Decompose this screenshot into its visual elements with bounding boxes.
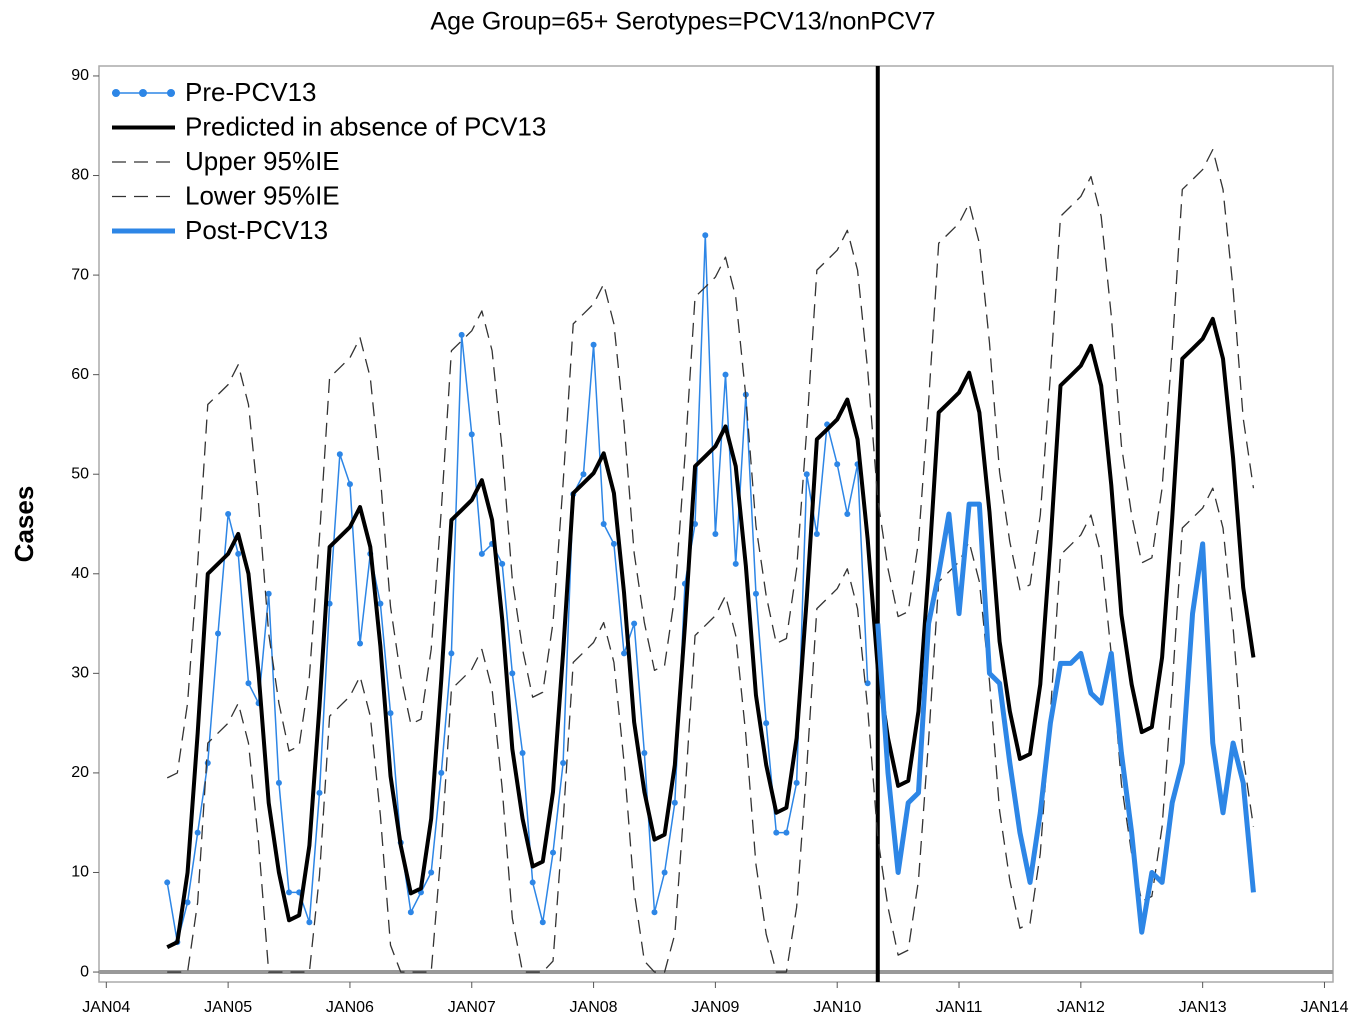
series-marker xyxy=(357,640,364,647)
series-marker xyxy=(732,560,739,567)
series-marker xyxy=(448,650,455,657)
series-marker xyxy=(671,799,678,806)
series-line xyxy=(166,316,1256,949)
series-marker xyxy=(692,521,699,527)
legend-label: Post-PCV13 xyxy=(185,215,328,245)
series-line xyxy=(875,501,1256,935)
legend-marker xyxy=(112,89,120,97)
series-marker xyxy=(519,750,526,756)
y-tick-label: 90 xyxy=(71,67,89,84)
x-tick-label: JAN05 xyxy=(204,999,252,1016)
series-marker xyxy=(225,511,232,518)
series-marker xyxy=(286,889,293,896)
series-marker xyxy=(600,521,607,527)
series-marker xyxy=(529,879,536,886)
series-marker xyxy=(590,341,597,348)
series-marker xyxy=(407,909,414,916)
series-marker xyxy=(377,600,384,607)
series-marker xyxy=(458,331,465,338)
series-marker xyxy=(245,680,252,687)
x-tick-label: JAN13 xyxy=(1179,999,1227,1016)
y-tick-label: 10 xyxy=(71,864,89,881)
y-tick-label: 20 xyxy=(71,764,89,781)
x-tick-label: JAN08 xyxy=(570,999,618,1016)
series-marker xyxy=(763,720,770,727)
y-tick-label: 70 xyxy=(71,266,89,283)
series-marker xyxy=(336,451,343,458)
series-marker xyxy=(387,710,394,717)
series-line xyxy=(166,234,869,943)
x-tick-label: JAN10 xyxy=(813,999,861,1016)
series-marker xyxy=(428,869,435,876)
series-marker xyxy=(631,620,638,627)
series-marker xyxy=(265,590,272,597)
series-marker xyxy=(204,759,211,766)
series-marker xyxy=(702,232,709,239)
series-marker xyxy=(864,680,871,687)
series-marker xyxy=(550,849,557,856)
series-marker xyxy=(468,431,475,438)
series-marker xyxy=(539,919,546,926)
series-marker xyxy=(783,829,790,836)
series-marker xyxy=(438,769,445,776)
y-tick-label: 30 xyxy=(71,665,89,682)
x-tick-label: JAN11 xyxy=(936,999,983,1016)
series-marker xyxy=(712,530,719,537)
series-marker xyxy=(661,869,668,876)
y-axis-label: Cases xyxy=(9,486,39,563)
series-marker xyxy=(834,461,841,468)
series-marker xyxy=(773,829,780,836)
legend-label: Upper 95%IE xyxy=(185,146,340,176)
series-marker xyxy=(275,779,282,786)
series-marker xyxy=(844,511,851,518)
series-marker xyxy=(651,909,658,916)
series-marker xyxy=(194,829,201,836)
series-marker xyxy=(164,879,171,886)
series-marker xyxy=(478,550,485,557)
series-marker xyxy=(793,779,800,786)
x-tick-label: JAN04 xyxy=(82,999,130,1016)
x-tick-label: JAN09 xyxy=(691,999,739,1016)
y-tick-label: 80 xyxy=(71,167,89,184)
legend-label: Predicted in absence of PCV13 xyxy=(185,111,546,141)
series-marker xyxy=(610,540,617,547)
x-tick-label: JAN12 xyxy=(1057,999,1105,1016)
series-marker xyxy=(306,919,313,926)
series-marker xyxy=(215,630,222,637)
y-tick-label: 60 xyxy=(71,366,89,383)
x-tick-label: JAN06 xyxy=(326,999,374,1016)
series-marker xyxy=(752,590,759,597)
x-tick-label: JAN07 xyxy=(448,999,496,1016)
plot-frame xyxy=(98,65,1334,983)
series-marker xyxy=(560,759,567,766)
y-tick-label: 40 xyxy=(71,565,89,582)
y-tick-label: 50 xyxy=(71,465,89,482)
series-marker xyxy=(316,789,323,796)
series-marker xyxy=(641,750,648,756)
legend-marker xyxy=(139,89,147,97)
series-marker xyxy=(346,481,353,488)
legend-label: Lower 95%IE xyxy=(185,180,340,210)
series-marker xyxy=(509,670,516,677)
x-tick-label: JAN14 xyxy=(1300,999,1348,1016)
legend-label: Pre-PCV13 xyxy=(185,77,317,107)
series-marker xyxy=(184,899,191,906)
series-marker xyxy=(235,550,242,557)
series-marker xyxy=(813,530,820,537)
series-marker xyxy=(621,650,628,657)
series-marker xyxy=(326,600,333,607)
series-line xyxy=(167,487,1255,973)
legend-marker xyxy=(167,89,175,97)
series-marker xyxy=(580,471,587,478)
series-marker xyxy=(803,471,810,478)
series-marker xyxy=(499,560,506,567)
y-tick-label: 0 xyxy=(80,963,89,980)
series-marker xyxy=(722,371,729,378)
chart-title: Age Group=65+ Serotypes=PCV13/nonPCV7 xyxy=(430,8,935,36)
